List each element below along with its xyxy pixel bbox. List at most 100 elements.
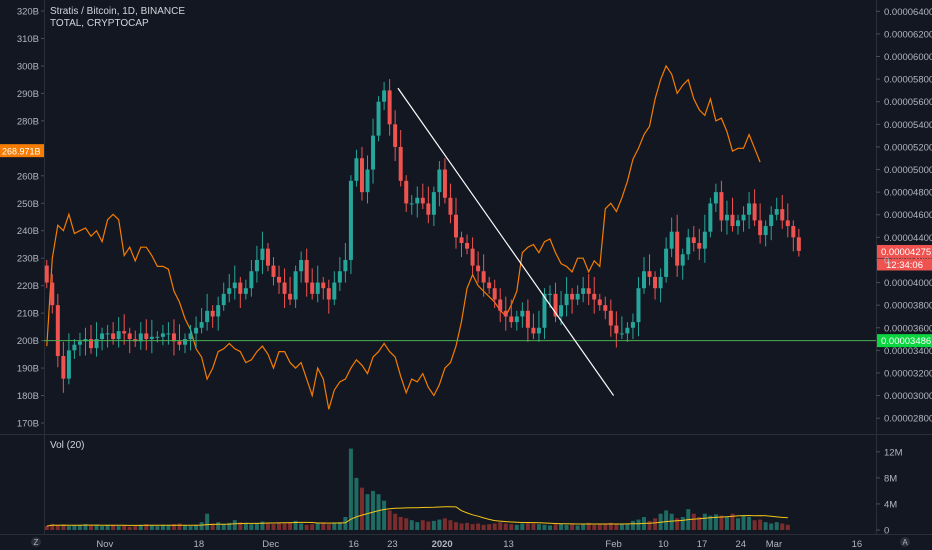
volume-bar bbox=[780, 523, 785, 530]
candle-body bbox=[653, 276, 658, 289]
support-price-text: 0.00003486 bbox=[881, 336, 931, 347]
candle-body bbox=[442, 169, 447, 198]
candle-body bbox=[265, 248, 270, 266]
volume-bar bbox=[105, 525, 110, 530]
volume-bar bbox=[702, 513, 707, 530]
volume-bar bbox=[442, 518, 447, 530]
candle-body bbox=[238, 282, 243, 294]
symbol-legend[interactable]: Stratis / Bitcoin, 1D, BINANCE bbox=[50, 6, 186, 17]
candle-body bbox=[89, 339, 94, 349]
volume-bar bbox=[669, 513, 674, 530]
volume-bar bbox=[492, 523, 497, 530]
volume-bar bbox=[509, 524, 514, 530]
volume-bar bbox=[459, 523, 464, 530]
candle-body bbox=[232, 282, 237, 289]
volume-bar bbox=[752, 520, 757, 530]
volume-bar bbox=[636, 519, 641, 530]
time-axis[interactable]: Nov 18 Dec 16 23 2020 13 Feb 10 17 24 Mar 16 bbox=[96, 539, 862, 550]
volume-bar bbox=[265, 522, 270, 530]
candle-body bbox=[271, 265, 276, 277]
volume-bar bbox=[238, 522, 243, 530]
volume-bar bbox=[625, 523, 630, 530]
candle-body bbox=[531, 327, 536, 334]
volume-bar bbox=[66, 526, 71, 530]
right-price-axis[interactable]: 0.00006400 0.00006200 0.00006000 0.00005800… bbox=[876, 7, 932, 537]
candle-body bbox=[702, 231, 707, 249]
volume-axis-tick-label: 0 bbox=[884, 526, 889, 537]
volume-bar bbox=[514, 524, 519, 530]
right-axis-tick-label: 0.00005000 bbox=[884, 165, 932, 176]
candle-body bbox=[149, 336, 154, 340]
candle-body bbox=[509, 316, 514, 323]
volume-bar bbox=[133, 526, 138, 530]
volume-bar bbox=[376, 494, 381, 530]
time-axis-label: Dec bbox=[262, 539, 279, 550]
left-axis-tick-label: 240B bbox=[17, 226, 39, 237]
volume-bar bbox=[77, 524, 82, 530]
left-axis-tick-label: 200B bbox=[17, 336, 39, 347]
volume-bar bbox=[155, 526, 160, 530]
volume-bar bbox=[736, 518, 741, 530]
volume-bar bbox=[332, 523, 337, 530]
drawings-layer[interactable] bbox=[44, 87, 876, 396]
volume-bar bbox=[398, 516, 403, 530]
candle-body bbox=[758, 220, 763, 236]
volume-bar bbox=[603, 523, 608, 530]
volume-bar bbox=[680, 516, 685, 530]
candle-body bbox=[719, 192, 724, 221]
candle-body bbox=[138, 333, 143, 342]
volume-bar bbox=[547, 525, 552, 530]
volume-bar bbox=[89, 525, 94, 530]
candle-body bbox=[420, 197, 425, 204]
time-axis-label: 2020 bbox=[432, 539, 453, 550]
candle-body bbox=[310, 282, 315, 294]
left-price-axis[interactable]: 320B310B300B290B280B270B260B250B240B230B… bbox=[17, 6, 44, 430]
volume-bar bbox=[675, 518, 680, 530]
candle-body bbox=[100, 333, 105, 340]
candle-body bbox=[592, 293, 597, 300]
candle-body bbox=[194, 327, 199, 334]
candle-body bbox=[796, 237, 801, 251]
volume-bar bbox=[465, 522, 470, 530]
volume-bar bbox=[249, 524, 254, 530]
volume-bar bbox=[630, 520, 635, 530]
right-axis-tick-label: 0.00003400 bbox=[884, 346, 932, 357]
candle-body bbox=[736, 220, 741, 227]
candle-body bbox=[260, 248, 265, 260]
candle-body bbox=[785, 220, 790, 227]
volume-bar bbox=[415, 522, 420, 530]
volume-bar bbox=[730, 513, 735, 530]
candle-body bbox=[188, 333, 193, 340]
candle-body bbox=[398, 146, 403, 181]
volume-bar bbox=[586, 522, 591, 530]
candle-body bbox=[520, 310, 525, 317]
volume-bar bbox=[769, 523, 774, 530]
volume-bar bbox=[348, 448, 353, 530]
volume-bar bbox=[138, 524, 143, 530]
volume-bar bbox=[55, 525, 60, 530]
candle-body bbox=[415, 197, 420, 204]
candle-body bbox=[470, 248, 475, 266]
right-axis-tick-label: 0.00005600 bbox=[884, 97, 932, 108]
candle-body bbox=[498, 299, 503, 311]
volume-bar bbox=[61, 524, 66, 530]
candle-body bbox=[387, 90, 392, 125]
candle-body bbox=[94, 339, 99, 349]
volume-bar bbox=[653, 518, 658, 530]
volume-bar bbox=[542, 524, 547, 530]
candle-body bbox=[476, 265, 481, 272]
volume-bar bbox=[619, 524, 624, 530]
volume-bar bbox=[299, 523, 304, 530]
time-axis-label: 17 bbox=[697, 539, 708, 550]
volume-legend[interactable]: Vol (20) bbox=[50, 440, 85, 451]
left-axis-tick-label: 210B bbox=[17, 309, 39, 320]
left-axis-tick-label: 250B bbox=[17, 199, 39, 210]
candle-body bbox=[277, 276, 282, 283]
candle-body bbox=[66, 350, 71, 379]
overlay-legend[interactable]: TOTAL, CRYPTOCAP bbox=[50, 18, 149, 29]
volume-axis-tick-label: 12M bbox=[884, 447, 903, 458]
candle-body bbox=[293, 271, 298, 300]
candle-body bbox=[409, 203, 414, 205]
time-axis-label: Nov bbox=[96, 539, 113, 550]
